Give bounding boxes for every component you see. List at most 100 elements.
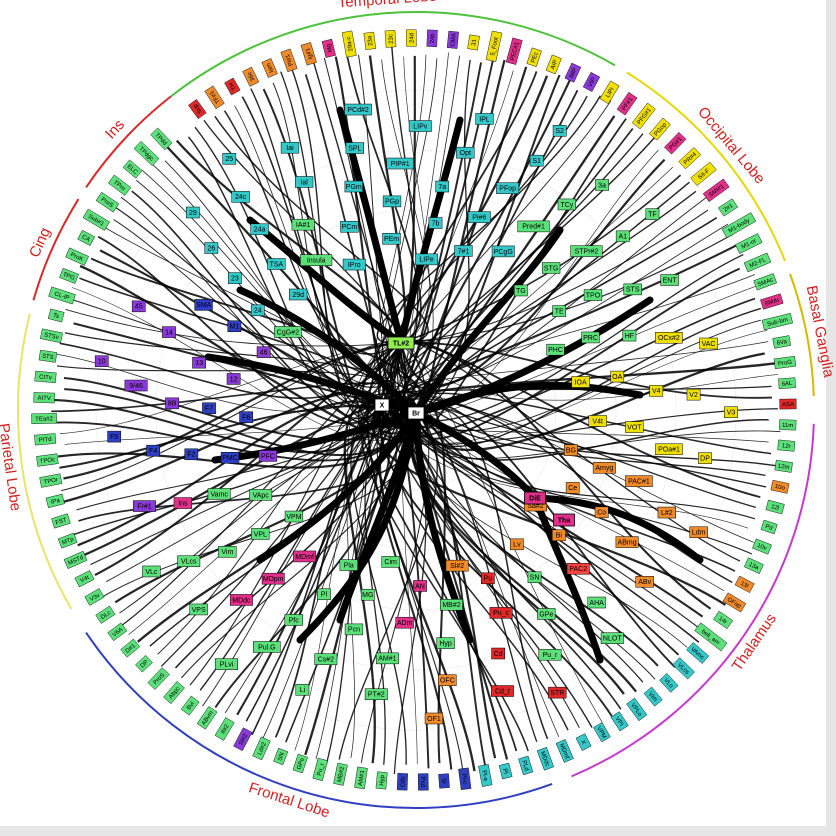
inner-node-ldm: Ldm: [689, 526, 708, 539]
outer-node-text: DLc: [100, 610, 112, 621]
outer-node-text: ProK: [69, 252, 84, 263]
outer-node-hyp: Hyp: [375, 771, 388, 790]
outer-node-mb-2: MB#2: [333, 762, 348, 786]
inner-node-box: [173, 497, 193, 509]
inner-node-hf: HF: [622, 329, 637, 342]
inner-node-f5: F5: [107, 430, 122, 443]
inner-node-box: [249, 489, 273, 501]
outer-node-text: TPOr: [43, 477, 58, 486]
outer-node-text: TPOc: [40, 457, 56, 465]
inner-node-box: [424, 712, 444, 725]
inner-node-box: [698, 452, 712, 464]
outer-node-text: 13l: [739, 581, 749, 590]
outer-node-box: [672, 657, 695, 680]
inner-node-box: [177, 555, 201, 568]
outer-node-10o: 10o: [770, 479, 790, 494]
inner-node-text: 29: [189, 210, 197, 217]
outer-node-box: [779, 419, 797, 431]
outer-node-text: V6A: [112, 627, 125, 639]
inner-node-text: 14: [165, 329, 173, 336]
inner-node-pul-g: Pul.G: [253, 641, 281, 653]
inner-node-box: [344, 103, 372, 116]
outer-node-ig-1: Ig#1: [300, 42, 317, 66]
inner-node-insula: Insula: [300, 254, 333, 266]
inner-node-pip-1: PIP#1: [386, 157, 414, 170]
inner-node-text: TCy: [560, 202, 573, 209]
hub-node-text: X: [380, 402, 385, 409]
outer-node-text: If#2: [220, 723, 231, 735]
inner-node-14: 14: [162, 326, 176, 338]
fiber-trunk: [336, 106, 405, 347]
outer-node-box: [36, 453, 59, 467]
inner-node-box: [184, 448, 199, 461]
inner-node-text: Pl: [321, 592, 328, 599]
inner-node-bi: Bi: [551, 529, 566, 542]
inner-node-text: Pu_r: [543, 652, 558, 659]
fiber-curve: [400, 338, 761, 499]
inner-node-box: [480, 572, 495, 585]
inner-node-text: CgG#2: [277, 329, 299, 336]
inner-node-str: STR: [548, 686, 567, 699]
inner-node-box: [587, 596, 606, 609]
outer-node-box: [659, 673, 679, 693]
inner-node-ia-1: IA#1: [291, 218, 315, 231]
inner-node-text: PIP#1: [391, 161, 410, 168]
inner-node-vim: Vim: [218, 546, 237, 558]
inner-node-box: [294, 176, 314, 188]
fiber-curve: [65, 309, 402, 347]
outer-node-13a: 13a: [743, 557, 764, 574]
inner-node-text: 26: [207, 245, 215, 252]
outer-node-text: MB#2: [337, 766, 346, 783]
inner-node-box: [564, 444, 578, 456]
fiber-curve: [120, 196, 383, 409]
outer-node-box: [107, 174, 132, 196]
fiber-curve: [391, 408, 700, 643]
inner-node-box: [649, 385, 664, 397]
outer-node-box: [536, 747, 554, 771]
inner-node-box: [660, 274, 679, 286]
inner-node-box: [256, 346, 271, 358]
outer-node-text: VIP: [587, 77, 597, 88]
outer-node-box: [396, 773, 408, 791]
region-arcs: [17, 11, 815, 809]
outer-node-text: 24d: [409, 33, 415, 43]
outer-node-box: [545, 54, 562, 75]
inner-node-an: AN: [413, 580, 427, 592]
outer-node-box: [147, 667, 170, 690]
inner-node-box: [94, 355, 109, 367]
inner-node-text: TF: [648, 212, 657, 219]
inner-node-text: Iai: [286, 145, 294, 152]
outer-node-text: Vim: [647, 691, 658, 703]
inner-node-text: Bi: [556, 533, 563, 540]
inner-node-vapc: VApc: [249, 489, 273, 501]
inner-node-box: [655, 443, 683, 456]
outer-node-box: [686, 642, 710, 664]
inner-node-text: NLOT: [603, 636, 622, 643]
inner-node-text: SN: [530, 575, 540, 582]
hub-node-text: Tha: [558, 517, 571, 524]
inner-node-text: 7a: [438, 184, 446, 191]
inner-node-box: [345, 142, 364, 154]
inner-node-pgp: PGp: [382, 195, 402, 208]
inner-node-text: S1: [532, 158, 541, 165]
inner-node-box: [192, 356, 206, 369]
inner-node-text: PAC2: [569, 566, 587, 573]
region-arc-frontal-lobe: [85, 631, 553, 809]
inner-node-7a: 7a: [435, 180, 450, 193]
inner-node-mg: MG: [360, 589, 375, 601]
inner-node-tg: TG: [514, 284, 528, 297]
inner-node-text: MDmf: [295, 554, 314, 561]
outer-node-box: [426, 29, 438, 48]
outer-node-cma: CMA: [446, 30, 459, 49]
outer-node-box: [135, 655, 153, 673]
inner-node-3a: 3a: [595, 179, 609, 191]
inner-node-box: [124, 379, 148, 392]
outer-node-v6a: V6A: [107, 622, 128, 642]
inner-node-text: 12: [230, 376, 238, 383]
fiber-curve: [57, 412, 417, 469]
outer-node-box: [702, 178, 730, 203]
inner-node-cd-t: Cd_t: [490, 685, 514, 697]
outer-node-ld-2: Ld#2: [252, 736, 271, 761]
inner-node-box: [699, 337, 718, 350]
